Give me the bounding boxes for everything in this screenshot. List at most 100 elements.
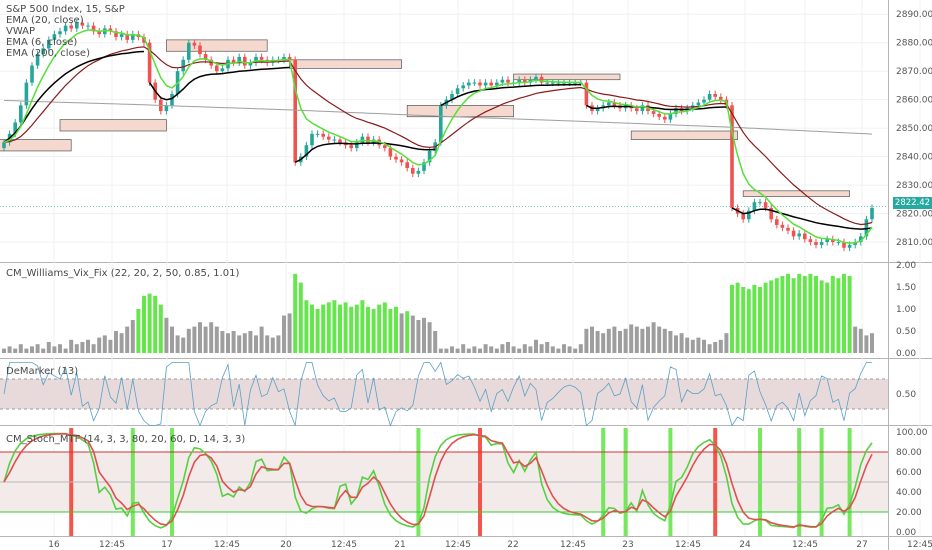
candle-body xyxy=(315,133,320,135)
candle-body xyxy=(80,22,85,26)
vix-bar xyxy=(494,348,499,353)
vix-bar xyxy=(175,335,180,353)
candle-body xyxy=(523,79,527,83)
vix-bar xyxy=(791,278,796,353)
vix-bar xyxy=(338,304,342,353)
vix-bar xyxy=(556,348,561,353)
vix-bar xyxy=(97,337,102,353)
vix-bar xyxy=(718,339,723,353)
vix-bar xyxy=(388,309,393,353)
candle-body xyxy=(663,116,667,120)
candle-body xyxy=(259,56,264,60)
vix-bar xyxy=(360,300,365,353)
vix-bar xyxy=(7,346,12,353)
vix-bar xyxy=(618,331,622,353)
candle-body xyxy=(282,56,286,60)
vix-bar xyxy=(847,276,852,353)
candle-body xyxy=(752,202,757,211)
candle-body xyxy=(248,62,253,66)
vix-bar xyxy=(231,331,236,353)
legend-ema200: EMA (200, close) xyxy=(6,48,90,59)
candle-body xyxy=(91,25,96,32)
vix-bar xyxy=(298,282,303,353)
vix-bar xyxy=(545,342,550,353)
candle-body xyxy=(517,79,521,83)
vix-bar xyxy=(522,344,527,353)
vix-bar xyxy=(237,335,242,353)
vix-bar xyxy=(293,273,298,353)
legend-ema20: EMA (20, close) xyxy=(6,15,84,26)
vix-bar xyxy=(590,326,594,353)
vix-bar xyxy=(573,348,578,353)
vix-bar xyxy=(679,333,684,353)
vix-bar xyxy=(634,326,639,353)
vix-bar xyxy=(606,328,611,353)
vix-bar xyxy=(114,331,118,353)
vix-bar xyxy=(858,328,863,353)
vix-bar xyxy=(774,278,779,353)
vix-bar xyxy=(578,344,583,353)
vix-bar xyxy=(640,328,645,353)
vix-bar xyxy=(685,337,690,353)
demarker-line xyxy=(3,361,872,427)
candle-body xyxy=(500,79,505,83)
time-tick-label: 12:45 xyxy=(675,540,701,550)
candle-body xyxy=(231,59,236,63)
zone-box xyxy=(742,190,850,197)
candle-body xyxy=(567,82,572,84)
candle-body xyxy=(13,122,17,134)
candle-body xyxy=(562,82,566,84)
vix-bar xyxy=(506,342,510,353)
candle-body xyxy=(702,99,706,103)
time-tick-label: 24 xyxy=(739,540,751,550)
vix-bar xyxy=(562,344,566,353)
vix-bar xyxy=(91,344,96,353)
time-tick-label: 12:45 xyxy=(560,540,586,550)
vix-bar xyxy=(623,328,628,353)
vix-bar xyxy=(651,322,656,353)
candle-body xyxy=(349,145,353,149)
candle-body xyxy=(763,202,768,208)
zone-box xyxy=(0,139,72,152)
candle-body xyxy=(791,230,796,237)
vix-fix-histogram xyxy=(2,273,874,353)
candle-body xyxy=(595,108,600,112)
time-tick-label: 20 xyxy=(280,540,292,550)
vix-bar xyxy=(203,326,208,353)
candle-body xyxy=(467,82,471,86)
vix-bar xyxy=(472,346,477,353)
vix-bar xyxy=(35,344,40,353)
vix-bar xyxy=(758,287,762,353)
vix-bar xyxy=(332,300,337,353)
candle-body xyxy=(808,239,813,243)
vix-bar xyxy=(735,282,740,353)
vix-bar xyxy=(147,293,152,353)
candle-body xyxy=(545,82,549,84)
vix-bar xyxy=(259,326,264,353)
candle-body xyxy=(338,139,342,143)
vix-tick-label: 1.50 xyxy=(896,283,916,293)
vix-bar xyxy=(752,284,757,353)
price-tick-label: 2810.00 xyxy=(896,238,932,248)
vix-bar xyxy=(646,326,650,353)
vix-bar xyxy=(142,295,146,353)
vix-bar xyxy=(780,276,785,353)
stoch-k-line xyxy=(3,432,873,529)
vix-bar xyxy=(214,326,219,353)
vix-bar xyxy=(366,306,370,353)
vix-bar xyxy=(455,348,460,353)
vix-bar xyxy=(52,346,57,353)
vix-bar xyxy=(713,342,718,353)
vix-bar xyxy=(405,311,410,353)
vix-bar xyxy=(595,331,600,353)
vix-bar xyxy=(287,313,292,353)
candle-body xyxy=(775,219,779,225)
vix-bar xyxy=(483,344,488,353)
candle-body xyxy=(719,96,723,100)
vix-bar xyxy=(819,280,824,353)
candle-body xyxy=(192,42,197,46)
candle-body xyxy=(534,76,538,80)
vix-bar xyxy=(870,333,874,353)
vix-bar xyxy=(741,287,746,353)
